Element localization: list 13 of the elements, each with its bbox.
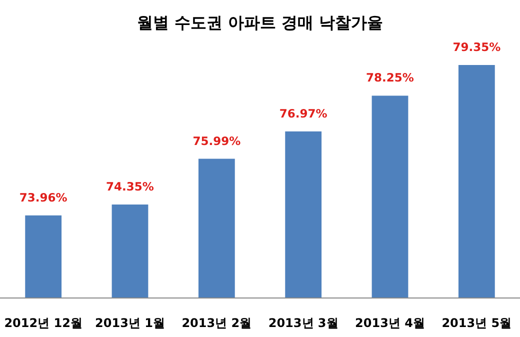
data-label: 75.99% — [192, 134, 242, 148]
x-tick-label: 2013년 5월 — [442, 316, 512, 330]
data-label: 76.97% — [279, 106, 328, 120]
x-tick-label: 2012년 12월 — [4, 316, 82, 330]
x-tick-label: 2013년 4월 — [355, 316, 425, 330]
data-label: 73.96% — [19, 190, 68, 204]
x-tick-label: 2013년 2월 — [182, 316, 252, 330]
x-tick-label: 2013년 1월 — [95, 316, 165, 330]
x-tick-label: 2013년 3월 — [268, 316, 338, 330]
data-label: 74.35% — [106, 180, 154, 194]
data-label: 78.25% — [366, 70, 414, 85]
data-label: 79.35% — [452, 40, 502, 54]
chart-title: 월별 수도권 아파트 경매 낙찰가율 — [136, 13, 384, 32]
